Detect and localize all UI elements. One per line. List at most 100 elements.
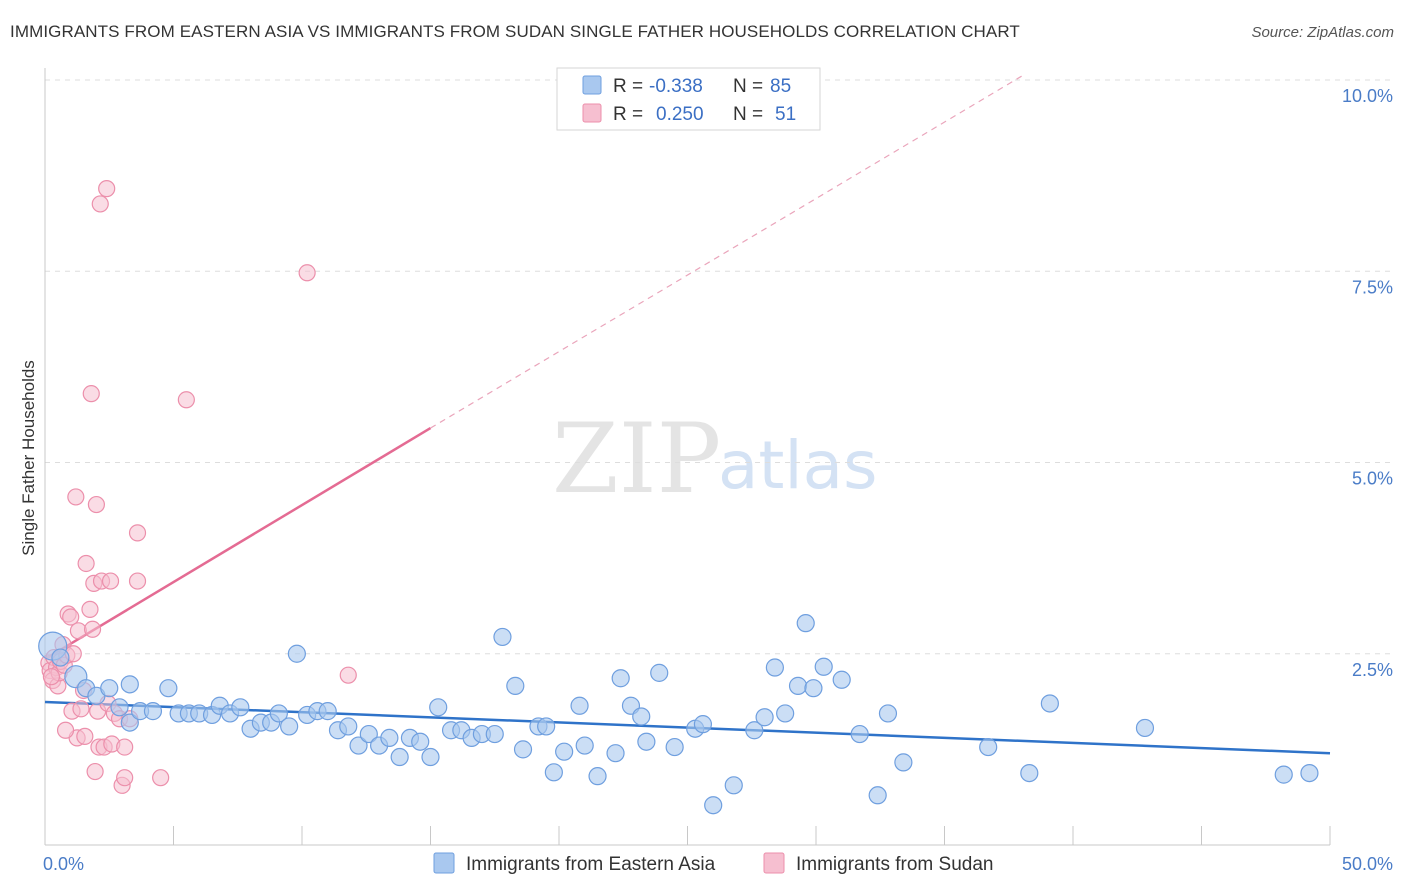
bottom-legend-swatch-pink	[763, 852, 785, 874]
data-point-eastern-asia	[110, 698, 129, 717]
legend-n-value-pink: 51	[775, 104, 796, 125]
series-legend: Immigrants from Eastern Asia Immigrants …	[433, 852, 993, 875]
data-point-sudan	[298, 264, 316, 282]
data-point-eastern-asia	[1274, 765, 1293, 784]
data-point-eastern-asia	[1040, 694, 1059, 713]
data-point-eastern-asia	[411, 732, 430, 751]
y-axis-label: Single Father Households	[19, 360, 38, 556]
bottom-legend-swatch-blue	[433, 852, 455, 874]
legend-n-label-pink: N =	[733, 104, 763, 125]
data-point-eastern-asia	[269, 704, 288, 723]
data-point-eastern-asia	[359, 724, 378, 744]
data-point-eastern-asia	[693, 715, 713, 734]
source-credit: Source: ZipAtlas.com	[1251, 24, 1394, 41]
data-point-eastern-asia	[796, 614, 815, 633]
data-point-eastern-asia	[287, 644, 306, 663]
watermark: ZIP atlas	[552, 403, 878, 515]
x-tick-label: 0.0%	[43, 854, 84, 874]
legend-swatch-pink	[582, 103, 602, 123]
legend-r-value-blue: -0.338	[649, 76, 703, 97]
data-point-sudan	[77, 554, 95, 573]
data-point-eastern-asia	[611, 669, 630, 688]
bottom-legend-label-pink: Immigrants from Sudan	[796, 854, 993, 875]
data-point-eastern-asia	[120, 675, 139, 694]
data-point-eastern-asia	[159, 679, 178, 698]
legend-r-value-pink: 0.250	[656, 104, 704, 125]
data-point-eastern-asia	[745, 721, 764, 740]
data-point-sudan	[339, 666, 357, 684]
data-point-eastern-asia	[429, 698, 448, 717]
data-point-sudan	[87, 495, 106, 514]
data-point-sudan	[128, 524, 147, 542]
data-point-eastern-asia	[606, 744, 625, 763]
data-point-sudan	[128, 572, 147, 590]
bottom-legend-label-blue: Immigrants from Eastern Asia	[466, 854, 716, 875]
data-point-sudan	[116, 738, 134, 756]
sudan-points	[40, 180, 357, 794]
data-point-eastern-asia	[1300, 763, 1319, 783]
data-point-eastern-asia	[120, 713, 139, 732]
data-point-eastern-asia	[100, 679, 119, 698]
data-point-sudan	[91, 195, 109, 213]
data-point-eastern-asia	[318, 702, 337, 721]
data-point-sudan	[177, 391, 195, 409]
data-point-eastern-asia	[421, 747, 440, 767]
data-point-eastern-asia	[143, 702, 163, 721]
data-point-eastern-asia	[575, 736, 594, 755]
data-point-sudan	[76, 727, 94, 745]
data-point-sudan	[152, 769, 170, 787]
x-tick-labels: 0.0% 50.0%	[43, 854, 1393, 874]
data-point-eastern-asia	[979, 737, 998, 757]
trend-line-sudan	[44, 427, 432, 661]
data-point-eastern-asia	[850, 724, 869, 744]
data-point-eastern-asia	[665, 737, 684, 757]
watermark-atlas: atlas	[718, 427, 878, 504]
axes	[44, 68, 1331, 846]
data-point-eastern-asia	[506, 676, 525, 695]
data-point-eastern-asia	[280, 717, 299, 736]
data-point-eastern-asia	[513, 740, 533, 759]
data-point-eastern-asia	[339, 717, 358, 736]
data-point-sudan	[81, 600, 99, 618]
data-point-eastern-asia	[804, 679, 823, 698]
data-point-eastern-asia	[1135, 718, 1155, 738]
data-point-sudan	[67, 488, 85, 506]
data-point-sudan	[83, 620, 102, 638]
data-point-eastern-asia	[650, 663, 669, 682]
legend-r-label-blue: R =	[613, 76, 643, 97]
x-tick-label: 50.0%	[1342, 854, 1393, 874]
data-point-eastern-asia	[632, 707, 651, 726]
data-point-eastern-asia	[544, 763, 563, 782]
data-point-eastern-asia	[231, 698, 250, 717]
data-point-eastern-asia	[868, 786, 887, 805]
data-point-sudan	[42, 668, 61, 686]
data-point-eastern-asia	[755, 708, 774, 727]
data-point-sudan	[98, 180, 116, 198]
y-tick-labels: 2.5% 5.0% 7.5% 10.0%	[1342, 86, 1393, 680]
data-point-sudan	[86, 762, 104, 781]
eastern-asia-points	[38, 614, 1319, 815]
legend-r-label-pink: R =	[613, 104, 643, 125]
y-tick-label: 5.0%	[1352, 469, 1393, 489]
data-point-eastern-asia	[390, 747, 409, 767]
data-point-eastern-asia	[704, 796, 723, 815]
data-point-eastern-asia	[894, 753, 913, 772]
data-point-eastern-asia	[637, 732, 656, 751]
data-point-sudan	[72, 700, 90, 718]
gridlines	[45, 79, 1393, 655]
data-point-eastern-asia	[832, 670, 851, 689]
data-point-eastern-asia	[485, 724, 504, 744]
data-point-sudan	[101, 572, 120, 590]
data-point-eastern-asia	[878, 704, 898, 723]
data-point-eastern-asia	[765, 658, 784, 677]
data-point-eastern-asia	[724, 776, 743, 795]
data-point-eastern-asia	[537, 717, 556, 736]
stats-legend: R = -0.338 N = 85 R = 0.250 N = 51	[556, 67, 821, 131]
data-point-eastern-asia	[51, 648, 70, 667]
data-point-sudan	[69, 622, 88, 640]
data-point-sudan	[116, 769, 134, 787]
y-tick-label: 2.5%	[1352, 660, 1393, 680]
legend-n-label-blue: N =	[733, 76, 763, 97]
legend-n-value-blue: 85	[770, 76, 791, 97]
